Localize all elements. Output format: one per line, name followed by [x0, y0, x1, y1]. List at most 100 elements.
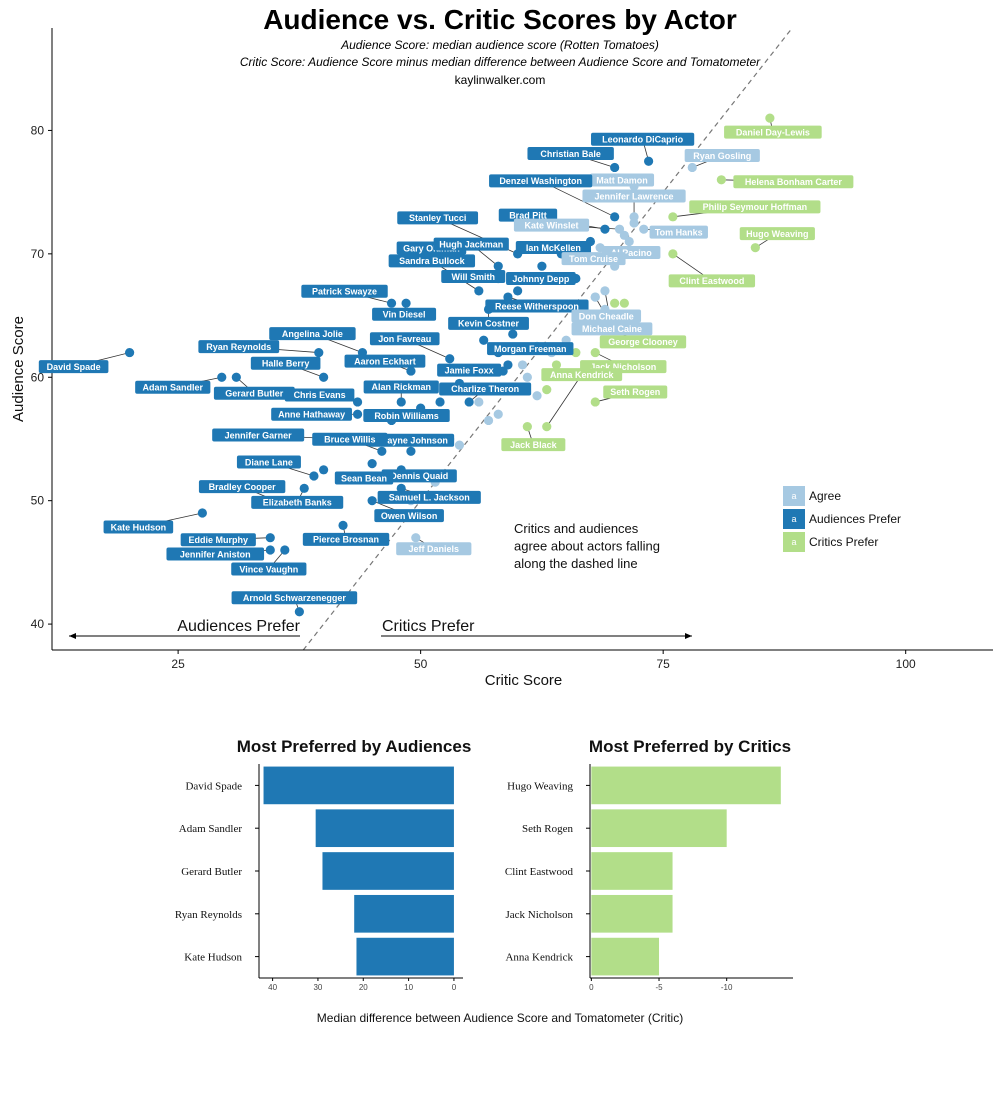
audiences-bar-david-spade [263, 766, 454, 805]
label-box [377, 490, 481, 504]
label-text: Jamie Foxx [445, 365, 494, 375]
point-label-kevin-costner: Kevin Costner [448, 316, 529, 330]
label-text: Philip Seymour Hoffman [703, 202, 808, 212]
critics-category-label: Anna Kendrick [505, 952, 573, 964]
label-box [487, 342, 574, 356]
point-label-sandra-bullock: Sandra Bullock [388, 254, 476, 268]
label-text: Don Cheadle [579, 311, 634, 321]
point-label-morgan-freeman: Morgan Freeman [487, 342, 574, 356]
label-text: Sandra Bullock [399, 256, 466, 266]
point-label-daniel-day-lewis: Daniel Day-Lewis [724, 125, 822, 139]
scatter-point-leonardo-dicaprio [644, 156, 654, 166]
label-box [302, 532, 390, 546]
scatter-point-anna-kendrick [542, 422, 552, 432]
label-text: Sean Bean [341, 473, 387, 483]
point-label-brad-pitt: Brad Pitt [498, 208, 558, 222]
scatter-point [619, 230, 629, 240]
point-label-kate-hudson: Kate Hudson [103, 520, 174, 534]
scatter-point-patrick-swayze [386, 298, 397, 308]
point-label-jon-favreau: Jon Favreau [369, 332, 440, 346]
label-box [231, 562, 307, 576]
scatter-point [571, 347, 581, 358]
scatter-point [542, 384, 552, 395]
audiences-category-label: David Spade [185, 780, 242, 792]
label-box [198, 340, 280, 354]
scatter-point [367, 459, 377, 469]
label-box [250, 356, 321, 370]
label-text: Samuel L. Jackson [389, 493, 470, 503]
label-box [527, 146, 614, 160]
scatter-point-helena-bonham-carter [716, 175, 726, 185]
label-text: Jennifer Aniston [180, 549, 251, 559]
audiences-bar-gerard-butler [322, 852, 454, 890]
audiences-tick-label: 0 [452, 983, 457, 992]
label-box [739, 227, 815, 241]
point-label-diane-lane: Diane Lane [236, 455, 301, 469]
audiences-tick-label: 20 [359, 983, 368, 992]
label-text: Jeff Daniels [409, 544, 460, 554]
scatter-point-diane-lane [309, 471, 319, 481]
scatter-point-aaron-eckhart [406, 366, 416, 376]
legend-swatch [783, 532, 805, 552]
point-label-robin-williams: Robin Williams [363, 408, 450, 422]
label-text: Leonardo DiCaprio [602, 135, 684, 145]
critics-bar-anna-kendrick [591, 937, 660, 976]
label-text: Kate Winslet [525, 220, 579, 230]
label-box [590, 173, 655, 187]
label-box [301, 284, 388, 298]
label-box [441, 270, 506, 284]
scatter-point [454, 440, 465, 450]
label-box [271, 407, 352, 421]
scatter-point-vince-vaughn [280, 545, 290, 555]
label-box [397, 211, 479, 225]
label-box [374, 509, 444, 523]
scatter-point-david-spade [125, 347, 135, 358]
label-box [733, 175, 854, 189]
label-box [231, 591, 358, 605]
label-box [498, 208, 558, 222]
scatter-point [435, 397, 445, 407]
label-box [433, 237, 509, 251]
label-text: Anna Kendrick [550, 370, 615, 380]
scatter-plot: 25 50 75 100 40 50 60 70 80 Critic Score Audience … [10, 27, 993, 689]
audiences-category-label: Gerard Butler [181, 866, 242, 878]
scatter-point-jennifer-aniston [265, 545, 275, 555]
label-text: Dwayne Johnson [374, 436, 448, 446]
label-box [668, 274, 756, 288]
point-label-hugh-jackman: Hugh Jackman [433, 237, 509, 251]
label-text: Aaron Eckhart [354, 356, 416, 366]
label-box [269, 327, 356, 341]
label-text: Elizabeth Banks [263, 498, 332, 508]
label-text: Michael Caine [582, 324, 642, 334]
label-text: Christian Bale [540, 149, 601, 159]
scatter-point-jennifer-lawrence [629, 218, 639, 228]
x-tick-label: 75 [656, 657, 670, 671]
scatter-point [532, 391, 542, 401]
point-label-clint-eastwood: Clint Eastwood [668, 274, 756, 288]
label-text: Clint Eastwood [679, 276, 744, 286]
label-text: Bradley Cooper [209, 482, 277, 492]
scatter-point-tom-hanks [639, 224, 649, 234]
label-box [381, 469, 457, 483]
point-label-aaron-eckhart: Aaron Eckhart [344, 354, 426, 368]
label-text: Diane Lane [245, 457, 293, 467]
point-label-chris-evans: Chris Evans [284, 388, 355, 402]
point-label-helena-bonham-carter: Helena Bonham Carter [733, 175, 854, 189]
label-box [38, 360, 109, 374]
point-label-bruce-willis: Bruce Willis [312, 432, 388, 446]
label-text: Brad Pitt [509, 210, 547, 220]
scatter-point-kate-hudson [197, 508, 207, 518]
scatter-point [319, 465, 329, 475]
critics-bar-seth-rogen [591, 809, 727, 848]
legend-label: Critics Prefer [809, 535, 878, 549]
label-box [166, 547, 265, 561]
label-box [103, 520, 174, 534]
legend-item-critics-prefer: a Critics Prefer [783, 532, 878, 552]
scatter-point-denzel-washington [610, 212, 620, 222]
label-text: Ryan Gosling [693, 151, 751, 161]
critics-bar-hugo-weaving [591, 766, 781, 805]
scatter-point [619, 298, 629, 308]
point-label-leonardo-dicaprio: Leonardo DiCaprio [591, 132, 695, 146]
label-box [363, 380, 439, 394]
point-label-elizabeth-banks: Elizabeth Banks [251, 495, 344, 509]
